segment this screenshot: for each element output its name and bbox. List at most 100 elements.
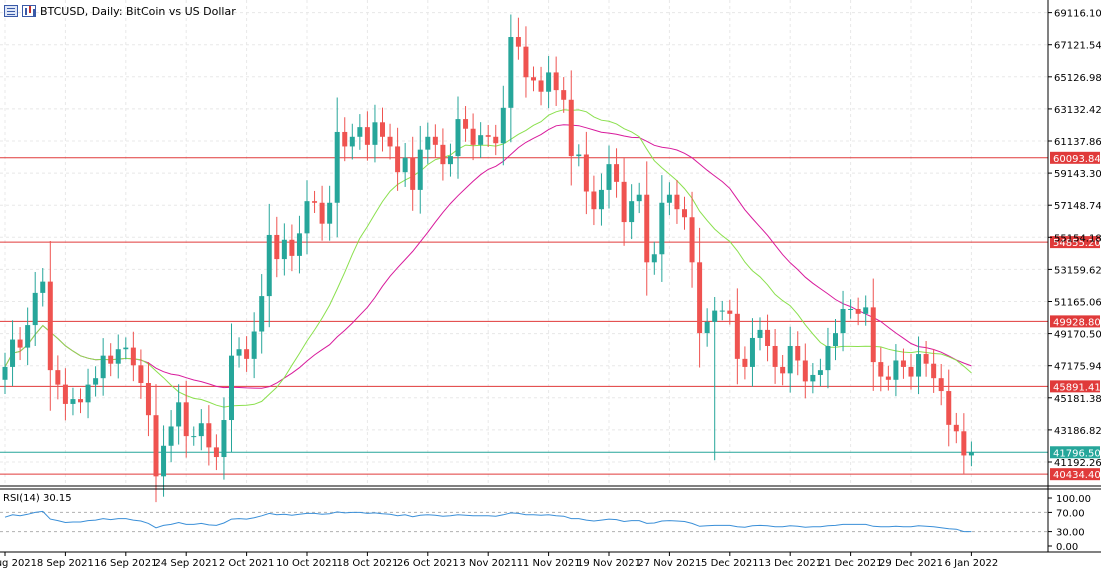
candle-body [304,201,310,234]
candle-body [946,391,952,425]
candle-body [478,135,484,145]
candle-body [848,308,854,310]
candle-body [500,107,506,144]
candle-body [938,378,944,392]
candle-body [115,349,121,364]
candle-body [62,384,68,404]
candle-body [183,402,189,437]
candle-body [138,365,144,384]
candle-body [251,331,257,359]
candle-body [55,370,61,385]
candle-body [712,310,718,322]
y-tick-label: 67121.540 [1054,41,1101,52]
candle-body [470,128,476,145]
candle-body [772,345,778,367]
candle-body [78,399,83,403]
candle-body [855,308,861,314]
candle-body [334,131,340,203]
candle-body [455,119,461,157]
y-tick-label: 69116.100 [1054,9,1101,20]
chart-frame [0,0,1101,553]
candle-body [833,333,838,346]
candle-body [70,399,76,404]
x-tick-label: 2 Oct 2021 [219,558,274,569]
x-tick-label: 5 Dec 2021 [701,558,759,569]
candle-body [463,119,469,129]
level-tag [1050,151,1100,164]
x-tick-label: 11 Nov 2021 [517,558,581,569]
candle-body [100,355,106,379]
y-tick-label: 65126.980 [1054,73,1101,84]
candle-body [802,360,808,382]
candle-body [893,360,899,380]
x-tick-label: 26 Oct 2021 [397,558,459,569]
candle-body [817,370,823,375]
candle-body [621,181,627,223]
candle-body [659,202,665,255]
chart-icon[interactable] [22,5,36,17]
candle-body [380,122,385,137]
candle-body [198,423,204,437]
rsi-tick-label: 100.00 [1056,494,1091,505]
candle-body [614,164,620,182]
y-tick-label: 41192.260 [1054,458,1101,469]
level-label: 45891.413 [1053,382,1101,393]
rsi-line [4,510,972,533]
level-tag [1050,380,1100,393]
rsi-tick-label: 30.00 [1056,528,1085,539]
candle-body [191,436,197,438]
candle-body [531,77,536,81]
y-tick-label: 59143.300 [1054,169,1101,180]
candle-body [923,354,929,364]
candle-body [606,164,612,190]
level-tag [1050,468,1100,481]
candle-body [651,254,657,263]
level-label: 60093.845 [1053,154,1101,165]
candle-body [629,201,635,223]
candle-body [296,233,302,256]
x-tick-label: 13 Dec 2021 [758,558,822,569]
x-tick-label: 29 Dec 2021 [879,558,943,569]
candle-body [425,136,431,150]
y-tick-label: 47175.940 [1054,362,1101,373]
candle-body [508,37,514,108]
candle-body [244,349,250,359]
candle-body [32,292,38,326]
candle-body [757,329,763,338]
candle-body [644,194,650,263]
candle-body [689,217,695,263]
x-tick-label: 16 Sep 2021 [94,558,157,569]
current-price-tag [1050,446,1100,459]
candle-body [538,80,544,92]
candle-body [432,136,438,145]
candle-body [825,345,831,371]
x-tick-label: 24 Sep 2021 [155,558,218,569]
x-tick-label: 6 Jan 2022 [945,558,999,569]
candle-body [108,355,114,364]
level-tag [1050,315,1100,328]
x-tick-label: 10 Oct 2021 [276,558,338,569]
y-tick-label: 53159.620 [1054,265,1101,276]
candle-body [546,72,552,92]
level-label: 49928.803 [1053,317,1101,328]
x-tick-label: 21 Dec 2021 [819,558,883,569]
grid-lines [0,0,1048,486]
candle-body [440,144,446,165]
candle-body [561,90,567,100]
candle-body [900,360,906,367]
candle-body [410,157,416,190]
chart-title: BTCUSD, Daily: BitCoin vs US Dollar [40,4,236,18]
candle-body [765,329,771,346]
x-tick-label: 27 Nov 2021 [637,558,701,569]
candle-body [364,127,370,145]
level-label: 54855.207 [1053,238,1101,249]
current-price-label: 41796.500 [1053,448,1101,459]
candle-body [289,239,295,256]
candle-body [206,423,212,448]
candle-body [161,445,167,477]
candle-body [870,307,876,363]
candle-body [931,363,937,379]
candle-body [863,307,869,314]
menu-icon[interactable] [4,5,18,17]
